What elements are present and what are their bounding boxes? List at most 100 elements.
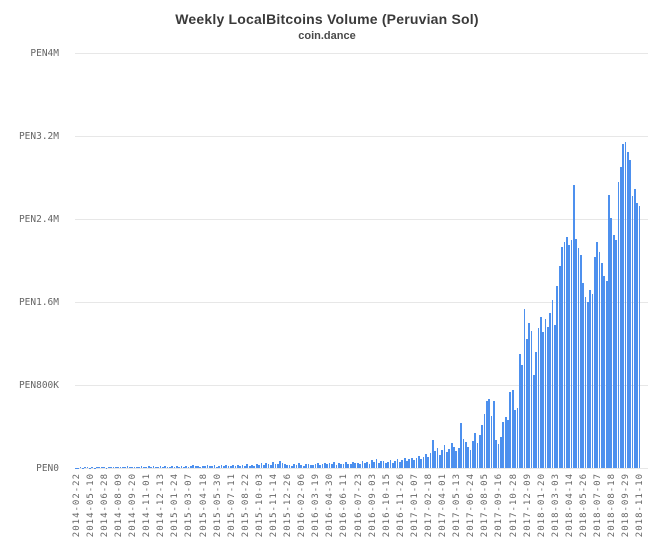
volume-bar[interactable] bbox=[626, 151, 629, 468]
volume-bar[interactable] bbox=[114, 467, 117, 468]
volume-bar[interactable] bbox=[133, 467, 136, 468]
volume-bar[interactable] bbox=[154, 466, 157, 468]
volume-bar[interactable] bbox=[178, 466, 181, 468]
volume-bar[interactable] bbox=[361, 460, 364, 468]
volume-bar[interactable] bbox=[246, 464, 249, 468]
volume-bar[interactable] bbox=[474, 433, 476, 468]
volume-bar[interactable] bbox=[173, 466, 176, 468]
volume-bar[interactable] bbox=[253, 465, 256, 468]
volume-bar[interactable] bbox=[185, 465, 188, 468]
volume-bar[interactable] bbox=[340, 463, 343, 468]
volume-bar[interactable] bbox=[396, 458, 399, 468]
volume-bar[interactable] bbox=[265, 462, 267, 468]
volume-bar[interactable] bbox=[119, 466, 122, 468]
volume-bar[interactable] bbox=[443, 445, 446, 468]
volume-bar[interactable] bbox=[338, 463, 340, 468]
volume-bar[interactable] bbox=[509, 392, 512, 468]
volume-bar[interactable] bbox=[319, 465, 321, 468]
volume-bar[interactable] bbox=[544, 318, 547, 468]
volume-bar[interactable] bbox=[368, 463, 371, 468]
volume-bar[interactable] bbox=[610, 217, 613, 468]
volume-bar[interactable] bbox=[471, 441, 474, 468]
volume-bar[interactable] bbox=[147, 466, 150, 468]
volume-bar[interactable] bbox=[323, 462, 326, 468]
volume-bar[interactable] bbox=[615, 239, 617, 468]
volume-bar[interactable] bbox=[446, 452, 448, 468]
volume-bar[interactable] bbox=[82, 467, 84, 468]
volume-bar[interactable] bbox=[220, 464, 223, 468]
volume-bar[interactable] bbox=[354, 463, 357, 468]
volume-bar[interactable] bbox=[232, 464, 235, 468]
volume-bar[interactable] bbox=[532, 374, 535, 468]
volume-bar[interactable] bbox=[565, 236, 568, 468]
volume-bar[interactable] bbox=[248, 466, 251, 468]
volume-bar[interactable] bbox=[373, 461, 375, 468]
volume-bar[interactable] bbox=[429, 453, 432, 468]
volume-bar[interactable] bbox=[385, 462, 387, 468]
volume-bar[interactable] bbox=[222, 466, 225, 468]
volume-bar[interactable] bbox=[140, 466, 143, 468]
volume-bar[interactable] bbox=[298, 463, 300, 468]
volume-bar[interactable] bbox=[117, 467, 119, 468]
volume-bar[interactable] bbox=[107, 466, 110, 468]
volume-bar[interactable] bbox=[75, 467, 77, 468]
volume-bar[interactable] bbox=[251, 464, 253, 468]
volume-bar[interactable] bbox=[622, 144, 624, 468]
volume-bar[interactable] bbox=[225, 465, 228, 468]
volume-bar[interactable] bbox=[511, 390, 514, 468]
volume-bar[interactable] bbox=[330, 464, 333, 468]
volume-bar[interactable] bbox=[572, 184, 575, 468]
volume-bar[interactable] bbox=[211, 466, 213, 468]
volume-bar[interactable] bbox=[161, 466, 164, 468]
volume-bar[interactable] bbox=[121, 467, 124, 468]
volume-bar[interactable] bbox=[138, 467, 141, 468]
volume-bar[interactable] bbox=[152, 466, 155, 468]
volume-bar[interactable] bbox=[570, 239, 573, 468]
volume-bar[interactable] bbox=[314, 464, 317, 468]
volume-bar[interactable] bbox=[422, 456, 425, 468]
volume-bar[interactable] bbox=[387, 461, 390, 468]
volume-bar[interactable] bbox=[199, 466, 202, 468]
volume-bar[interactable] bbox=[464, 442, 467, 468]
volume-bar[interactable] bbox=[291, 465, 293, 468]
volume-bar[interactable] bbox=[284, 463, 286, 468]
volume-bar[interactable] bbox=[408, 459, 411, 468]
volume-bar[interactable] bbox=[523, 309, 526, 468]
volume-bar[interactable] bbox=[584, 296, 587, 468]
volume-bar[interactable] bbox=[241, 465, 244, 468]
volume-bar[interactable] bbox=[194, 466, 197, 468]
volume-bar[interactable] bbox=[295, 465, 298, 468]
volume-bar[interactable] bbox=[86, 467, 89, 468]
volume-bar[interactable] bbox=[347, 463, 350, 468]
volume-bar[interactable] bbox=[608, 195, 610, 468]
volume-bar[interactable] bbox=[427, 457, 429, 468]
volume-bar[interactable] bbox=[190, 466, 192, 468]
volume-bar[interactable] bbox=[91, 467, 94, 468]
volume-bar[interactable] bbox=[596, 241, 599, 468]
volume-bar[interactable] bbox=[164, 465, 166, 468]
volume-bar[interactable] bbox=[514, 409, 516, 468]
volume-bar[interactable] bbox=[281, 463, 284, 468]
volume-bar[interactable] bbox=[171, 466, 174, 468]
volume-bar[interactable] bbox=[274, 463, 277, 468]
volume-bar[interactable] bbox=[530, 331, 533, 468]
volume-bar[interactable] bbox=[93, 467, 96, 468]
volume-bar[interactable] bbox=[469, 449, 472, 468]
volume-bar[interactable] bbox=[605, 281, 608, 468]
volume-bar[interactable] bbox=[448, 448, 451, 468]
volume-bar[interactable] bbox=[321, 463, 324, 468]
volume-bar[interactable] bbox=[528, 322, 530, 468]
volume-bar[interactable] bbox=[187, 466, 190, 468]
volume-bar[interactable] bbox=[359, 463, 361, 468]
volume-bar[interactable] bbox=[79, 467, 82, 468]
volume-bar[interactable] bbox=[218, 465, 220, 468]
volume-bar[interactable] bbox=[507, 420, 509, 468]
volume-bar[interactable] bbox=[380, 461, 383, 468]
volume-bar[interactable] bbox=[403, 458, 406, 468]
volume-bar[interactable] bbox=[267, 464, 270, 468]
volume-bar[interactable] bbox=[563, 241, 566, 468]
volume-bar[interactable] bbox=[328, 463, 331, 468]
volume-bar[interactable] bbox=[105, 467, 108, 468]
volume-bar[interactable] bbox=[495, 440, 498, 468]
volume-bar[interactable] bbox=[89, 467, 91, 468]
